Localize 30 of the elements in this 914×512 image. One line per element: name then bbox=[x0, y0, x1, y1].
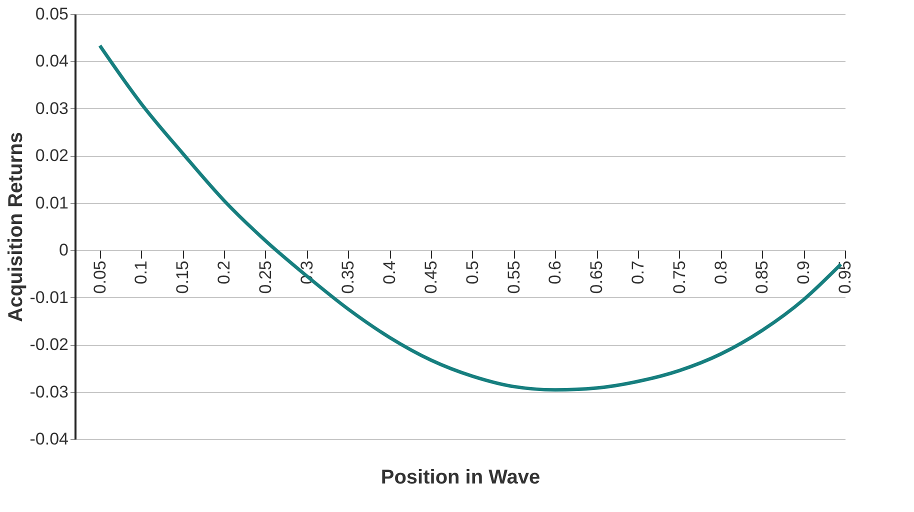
y-tick-label: 0 bbox=[59, 240, 68, 260]
y-tick-label: -0.01 bbox=[30, 288, 68, 307]
y-tick-label: -0.04 bbox=[30, 430, 68, 448]
y-tick-label: 0.03 bbox=[35, 98, 68, 118]
x-tick-label: 0.55 bbox=[504, 260, 524, 294]
x-axis-title: Position in Wave bbox=[380, 466, 540, 488]
x-tick-label: 0.25 bbox=[256, 260, 275, 294]
x-tick-label: 0.1 bbox=[132, 260, 151, 284]
y-tick-label: 0.05 bbox=[35, 4, 68, 24]
x-tick-label: 0.05 bbox=[90, 260, 110, 294]
x-tick-label: 0.8 bbox=[711, 260, 730, 284]
x-tick-label: 0.95 bbox=[836, 260, 854, 294]
y-tick-label: 0.02 bbox=[35, 146, 68, 166]
x-tick-label: 0.35 bbox=[338, 260, 358, 294]
x-tick-label: 0.4 bbox=[380, 260, 400, 284]
y-axis-title: Acquisition Returns bbox=[4, 132, 27, 322]
x-tick-label: 0.65 bbox=[587, 260, 606, 294]
x-tick-label: 0.75 bbox=[670, 260, 689, 294]
x-tick-label: 0.9 bbox=[794, 260, 814, 284]
x-tick-label: 0.85 bbox=[752, 260, 772, 294]
y-tick-label: 0.01 bbox=[35, 193, 68, 212]
x-tick-label: 0.2 bbox=[214, 260, 234, 284]
y-tick-label: -0.02 bbox=[30, 335, 68, 354]
x-tick-label: 0.5 bbox=[462, 260, 482, 284]
x-tick-label: 0.15 bbox=[173, 260, 192, 294]
y-tick-label: 0.04 bbox=[35, 52, 68, 71]
x-tick-label: 0.6 bbox=[546, 260, 565, 284]
x-tick-label: 0.45 bbox=[422, 260, 441, 294]
x-tick-label: 0.7 bbox=[628, 260, 648, 284]
y-tick-label: -0.03 bbox=[30, 382, 68, 402]
